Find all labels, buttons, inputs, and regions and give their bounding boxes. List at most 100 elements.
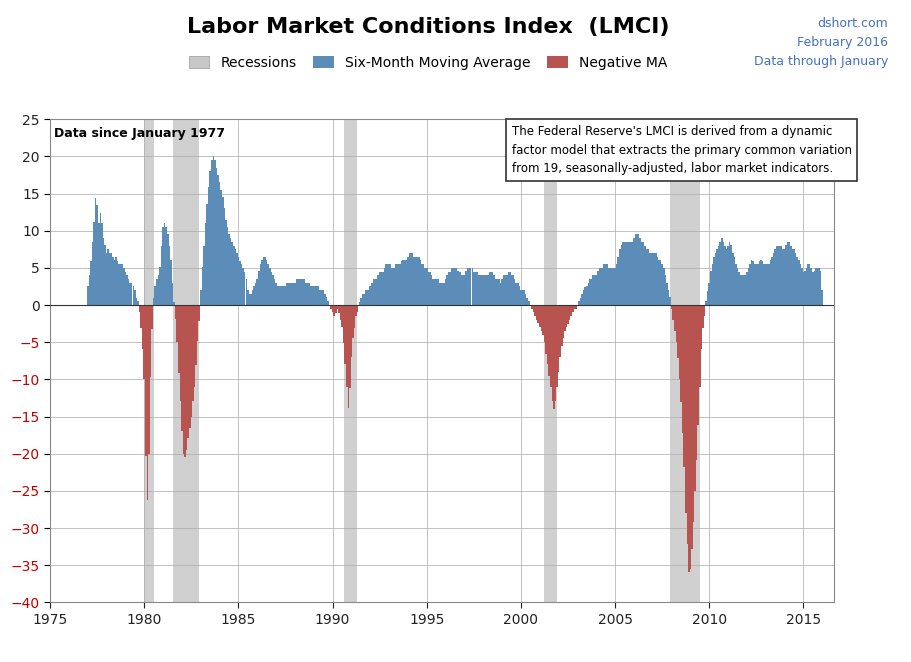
- Bar: [189, 305, 190, 428]
- Bar: [92, 242, 93, 305]
- Bar: [616, 264, 618, 305]
- Bar: [759, 261, 761, 305]
- Bar: [166, 227, 167, 305]
- Bar: [548, 305, 550, 375]
- Bar: [217, 175, 219, 305]
- Bar: [789, 242, 790, 305]
- Bar: [199, 305, 200, 320]
- Bar: [319, 290, 321, 305]
- Bar: [724, 246, 726, 305]
- Bar: [318, 287, 319, 305]
- Bar: [744, 275, 746, 305]
- Bar: [544, 119, 557, 602]
- Bar: [392, 267, 393, 305]
- Bar: [772, 257, 773, 305]
- Bar: [650, 253, 652, 305]
- Bar: [512, 275, 514, 305]
- Bar: [522, 290, 523, 305]
- Bar: [707, 291, 709, 305]
- Bar: [412, 253, 414, 305]
- Bar: [495, 279, 496, 305]
- Bar: [806, 268, 807, 305]
- Bar: [377, 275, 379, 305]
- Bar: [476, 271, 477, 305]
- Bar: [241, 264, 242, 305]
- Bar: [544, 305, 546, 342]
- Bar: [220, 190, 222, 305]
- Bar: [175, 305, 177, 319]
- Bar: [222, 197, 223, 305]
- Bar: [822, 290, 823, 305]
- Bar: [540, 305, 542, 331]
- Bar: [663, 268, 664, 305]
- Bar: [271, 271, 272, 305]
- Bar: [486, 275, 487, 305]
- Bar: [768, 264, 770, 305]
- Bar: [448, 271, 449, 305]
- Bar: [308, 283, 310, 305]
- Bar: [382, 271, 384, 305]
- Bar: [268, 264, 269, 305]
- Bar: [307, 283, 308, 305]
- Text: dshort.com
February 2016
Data through January: dshort.com February 2016 Data through Ja…: [753, 17, 888, 68]
- Bar: [399, 264, 401, 305]
- Bar: [398, 264, 399, 305]
- Bar: [407, 257, 409, 305]
- Bar: [800, 264, 801, 305]
- Bar: [720, 242, 721, 305]
- Bar: [489, 271, 490, 305]
- Bar: [195, 305, 197, 365]
- Bar: [223, 209, 225, 305]
- Bar: [640, 238, 641, 305]
- Bar: [644, 246, 646, 305]
- Bar: [735, 264, 737, 305]
- Bar: [155, 286, 156, 305]
- Bar: [681, 305, 683, 433]
- Bar: [624, 242, 625, 305]
- Bar: [635, 234, 636, 305]
- Bar: [518, 286, 520, 305]
- Bar: [761, 260, 762, 305]
- Bar: [570, 305, 572, 316]
- Bar: [475, 271, 476, 305]
- Bar: [114, 260, 115, 305]
- Bar: [331, 305, 332, 308]
- Bar: [343, 305, 344, 343]
- Bar: [790, 246, 792, 305]
- Bar: [817, 268, 818, 305]
- Bar: [138, 305, 140, 312]
- Bar: [801, 267, 803, 305]
- Bar: [685, 305, 687, 513]
- Bar: [551, 305, 553, 401]
- Bar: [506, 275, 507, 305]
- Bar: [98, 223, 99, 305]
- Bar: [815, 268, 817, 305]
- Bar: [546, 305, 547, 354]
- Bar: [585, 287, 586, 305]
- Bar: [622, 242, 624, 305]
- Bar: [258, 271, 260, 305]
- Bar: [438, 283, 440, 305]
- Bar: [305, 283, 307, 305]
- Bar: [793, 250, 794, 305]
- Bar: [301, 279, 302, 305]
- Bar: [364, 290, 366, 305]
- Bar: [444, 283, 445, 305]
- Bar: [99, 213, 101, 305]
- Bar: [167, 234, 169, 305]
- Bar: [594, 275, 596, 305]
- Bar: [338, 305, 340, 312]
- Bar: [709, 283, 710, 305]
- Bar: [688, 305, 690, 571]
- Bar: [547, 305, 548, 364]
- Bar: [572, 305, 574, 312]
- Bar: [731, 246, 732, 305]
- Bar: [636, 234, 638, 305]
- Bar: [394, 264, 396, 305]
- Bar: [142, 305, 144, 349]
- Bar: [779, 246, 781, 305]
- Bar: [371, 283, 373, 305]
- Bar: [240, 261, 241, 305]
- Bar: [500, 283, 501, 305]
- Bar: [368, 290, 370, 305]
